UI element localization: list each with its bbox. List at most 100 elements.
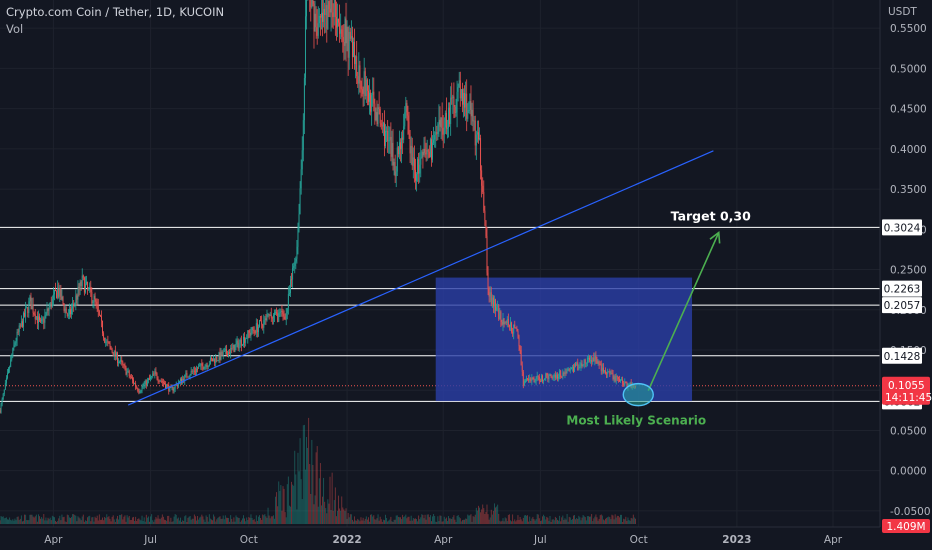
candle xyxy=(103,333,105,338)
volume-bar xyxy=(600,514,602,524)
candle xyxy=(354,41,356,64)
price-tick-label: 0.3500 xyxy=(890,184,927,196)
candle xyxy=(14,342,16,346)
candle xyxy=(605,370,606,374)
volume-bar xyxy=(157,515,159,524)
volume-bar xyxy=(518,520,520,524)
volume-bar xyxy=(429,515,431,524)
candle xyxy=(260,320,262,321)
volume-bar xyxy=(536,514,538,524)
volume-bar xyxy=(559,515,561,524)
volume-bar xyxy=(369,521,370,524)
candle xyxy=(300,169,302,189)
candle xyxy=(611,373,613,375)
candle xyxy=(570,367,572,370)
volume-bar xyxy=(312,464,314,524)
volume-bar xyxy=(256,520,258,524)
time-axis[interactable]: Apr Jul Oct 2022 Apr Jul Oct 2023 Apr xyxy=(0,526,880,550)
volume-bar xyxy=(431,521,432,524)
volume-bar xyxy=(356,520,358,524)
candle xyxy=(553,374,555,378)
volume-bars xyxy=(0,417,636,524)
candle xyxy=(150,376,152,379)
volume-bar xyxy=(197,516,199,524)
candle xyxy=(448,107,449,128)
volume-bar xyxy=(389,519,391,524)
volume-bar xyxy=(175,514,177,524)
volume-bar xyxy=(377,514,379,524)
volume-bar xyxy=(317,506,319,524)
volume-bar xyxy=(552,519,554,524)
candle xyxy=(355,56,357,64)
candle xyxy=(81,275,83,286)
volume-bar xyxy=(378,520,380,524)
candle xyxy=(65,308,67,314)
candle xyxy=(97,305,99,311)
candle xyxy=(348,31,350,58)
volume-bar xyxy=(26,520,28,524)
candle xyxy=(518,335,520,347)
candle xyxy=(149,378,150,380)
candle xyxy=(229,351,231,355)
volume-bar xyxy=(578,515,580,524)
candle xyxy=(598,361,600,365)
candle xyxy=(629,382,631,385)
candle xyxy=(303,77,305,121)
candle xyxy=(429,139,431,157)
volume-bar xyxy=(19,518,21,524)
volume-bar xyxy=(512,514,514,524)
volume-bar xyxy=(488,519,490,524)
candle xyxy=(50,302,52,308)
volume-bar xyxy=(299,438,301,524)
candle xyxy=(55,290,56,292)
volume-bar xyxy=(406,518,408,524)
volume-bar xyxy=(326,513,328,524)
candle xyxy=(617,376,619,380)
volume-bar xyxy=(0,515,2,524)
candle xyxy=(438,119,440,125)
volume-bar xyxy=(570,519,572,524)
volume-bar xyxy=(271,516,273,524)
volume-bar xyxy=(630,517,632,524)
volume-bar xyxy=(54,517,55,524)
candle xyxy=(0,404,2,413)
volume-bar xyxy=(212,520,213,524)
volume-bar xyxy=(322,496,323,524)
volume-bar xyxy=(114,521,116,524)
candle xyxy=(359,65,361,82)
candle xyxy=(215,357,217,363)
volume-bar xyxy=(185,515,187,524)
candle xyxy=(452,96,454,99)
volume-bar xyxy=(96,515,98,524)
candle xyxy=(621,379,623,381)
candle xyxy=(377,107,379,125)
candle xyxy=(345,18,347,44)
volume-bar xyxy=(625,516,627,524)
candle xyxy=(250,333,252,336)
candle xyxy=(400,142,401,150)
candle xyxy=(316,27,318,36)
candle xyxy=(193,370,195,372)
price-axis[interactable]: USDT0.55000.50000.45000.40000.35000.3000… xyxy=(879,0,932,550)
candle xyxy=(476,132,478,135)
volume-bar xyxy=(520,519,522,524)
candle xyxy=(386,130,388,132)
candle xyxy=(87,281,89,289)
volume-bar xyxy=(475,507,477,524)
candle xyxy=(489,292,491,297)
candle xyxy=(47,308,49,311)
volume-bar xyxy=(225,517,227,524)
volume-bar xyxy=(621,514,623,524)
volume-bar xyxy=(279,490,281,524)
volume-bar xyxy=(390,516,392,524)
volume-bar xyxy=(351,519,353,524)
candle xyxy=(409,133,411,154)
volume-bar xyxy=(371,514,373,524)
candle xyxy=(380,123,382,126)
volume-bar xyxy=(126,515,128,524)
volume-bar xyxy=(268,515,270,524)
volume-bar xyxy=(325,508,327,524)
candle xyxy=(538,376,540,381)
price-tick-label: 0.2500 xyxy=(890,265,927,277)
